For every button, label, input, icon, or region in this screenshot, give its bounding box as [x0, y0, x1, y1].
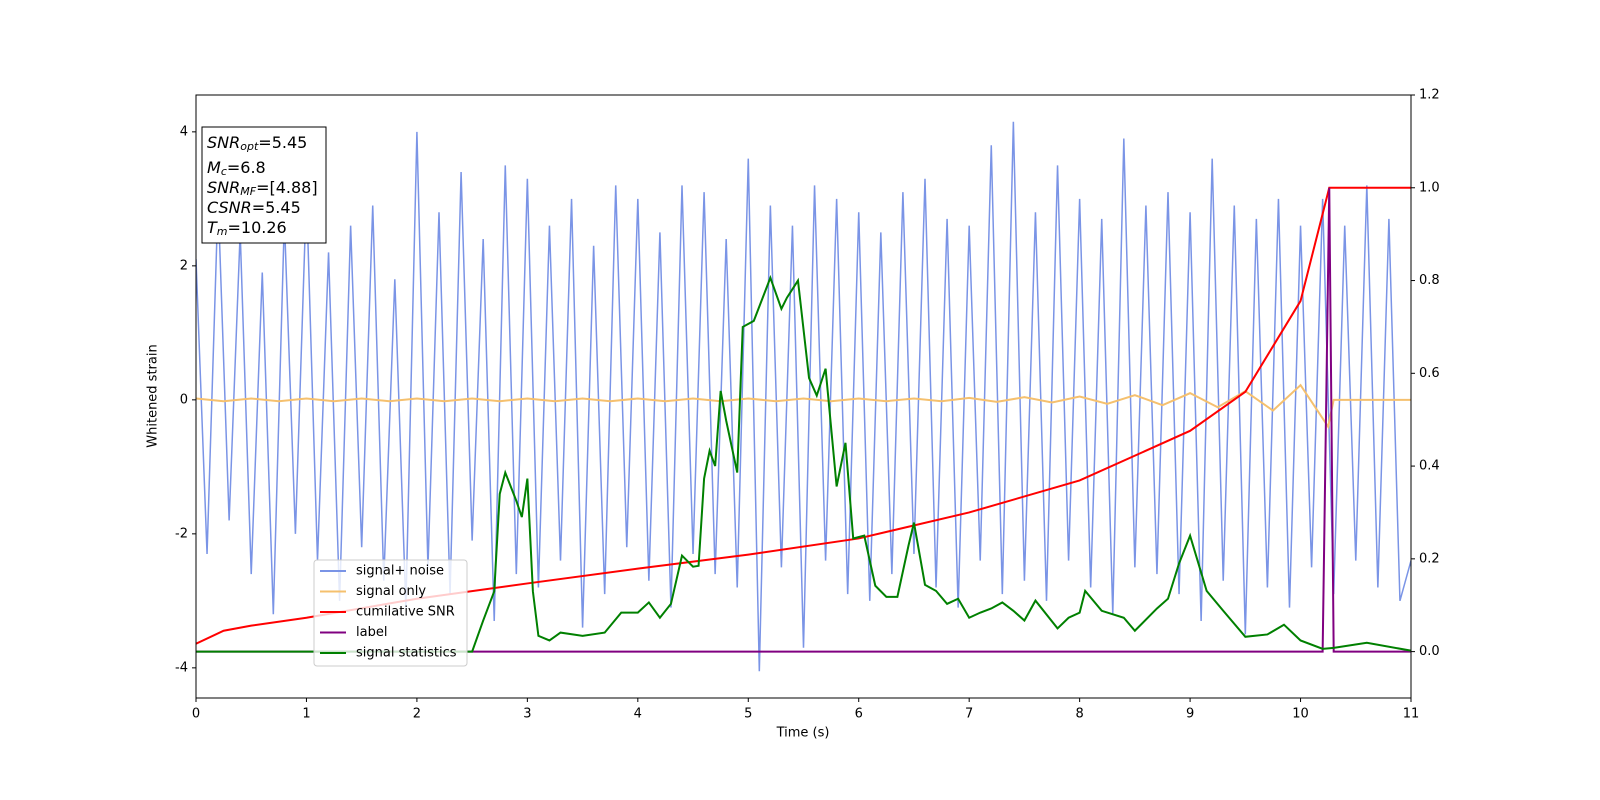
y2-tick-label: 1.2: [1419, 88, 1440, 103]
x-tick-label: 10: [1292, 707, 1309, 722]
x-tick-label: 6: [855, 707, 863, 722]
y-tick-label: 0: [180, 392, 188, 407]
legend-label: signal only: [356, 584, 426, 599]
annotation-subscript: m: [217, 225, 228, 238]
x-tick-label: 11: [1403, 707, 1420, 722]
annotation-symbol: SNR: [207, 133, 240, 152]
x-tick-label: 3: [523, 707, 531, 722]
x-tick-label: 2: [413, 707, 421, 722]
annotation-symbol: SNR: [207, 178, 240, 197]
annotation-value: =[4.88]: [256, 178, 318, 197]
x-tick-label: 4: [634, 707, 642, 722]
x-tick-label: 8: [1075, 707, 1083, 722]
series-line: [196, 187, 1411, 653]
annotation: CSNR=5.45: [207, 198, 301, 217]
annotation: SNRopt=5.45: [207, 133, 307, 154]
annotation-subscript: MF: [240, 185, 256, 198]
annotation-subscript: c: [221, 165, 227, 178]
series-line: [196, 186, 1411, 645]
legend-label: label: [356, 625, 387, 640]
x-axis-label: Time (s): [776, 726, 830, 741]
series-line: [196, 121, 1411, 672]
annotation-value: =10.26: [228, 218, 287, 237]
annotation-value: =5.45: [258, 133, 307, 152]
annotation-box: [201, 126, 327, 244]
annotation-value: =5.45: [252, 198, 301, 217]
y2-tick-label: 0.4: [1419, 459, 1440, 474]
annotation-symbol: M: [207, 158, 221, 177]
x-tick-label: 5: [744, 707, 752, 722]
y2-tick-label: 1.0: [1419, 180, 1440, 195]
y2-tick-label: 0.8: [1419, 273, 1440, 288]
y2-tick-label: 0.0: [1419, 644, 1440, 659]
y2-tick-label: 0.2: [1419, 551, 1440, 566]
y-axis-label: Whitened strain: [146, 344, 161, 447]
annotation-value: =6.8: [227, 158, 266, 177]
x-tick-label: 9: [1186, 707, 1194, 722]
y-tick-label: -2: [175, 526, 188, 541]
legend-label: cumilative SNR: [356, 605, 455, 620]
x-tick-label: 7: [965, 707, 973, 722]
annotation-subscript: opt: [240, 140, 259, 153]
series-line: [196, 274, 1411, 653]
y-tick-label: 2: [180, 258, 188, 273]
y2-tick-label: 0.6: [1419, 366, 1440, 381]
annotation: SNRMF=[4.88]: [207, 178, 318, 199]
y-tick-label: 4: [180, 124, 188, 139]
legend-label: signal+ noise: [356, 564, 444, 579]
annotation-symbol: T: [207, 218, 218, 237]
annotation: Mc=6.8: [207, 158, 266, 179]
y-tick-label: -4: [175, 660, 188, 675]
x-tick-label: 0: [192, 707, 200, 722]
series-line: [196, 383, 1411, 430]
legend-box: [313, 559, 468, 667]
plot-frame: [195, 94, 1412, 699]
x-tick-label: 1: [302, 707, 310, 722]
annotation: Tm=10.26: [207, 218, 287, 239]
annotation-symbol: CSNR: [207, 198, 252, 217]
legend-label: signal statistics: [356, 646, 457, 661]
